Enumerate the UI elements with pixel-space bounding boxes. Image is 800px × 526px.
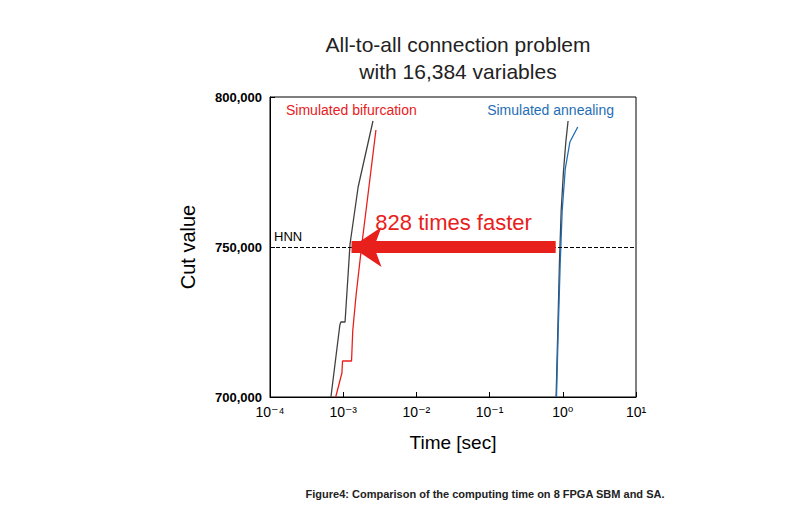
svg-text:750,000: 750,000 — [215, 240, 262, 255]
svg-text:HNN: HNN — [274, 229, 302, 244]
svg-text:800,000: 800,000 — [215, 90, 262, 105]
svg-text:10¹: 10¹ — [626, 404, 647, 420]
svg-text:10⁻¹: 10⁻¹ — [476, 404, 504, 420]
svg-text:10⁻³: 10⁻³ — [329, 404, 357, 420]
svg-text:All-to-all connection problem: All-to-all connection problem — [326, 33, 591, 56]
svg-text:10⁰: 10⁰ — [552, 404, 574, 420]
svg-text:700,000: 700,000 — [215, 390, 262, 405]
svg-text:Figure4: Comparison of the com: Figure4: Comparison of the computing tim… — [306, 488, 665, 500]
svg-text:10⁻²: 10⁻² — [403, 404, 431, 420]
svg-text:Time [sec]: Time [sec] — [410, 432, 497, 453]
svg-text:with 16,384 variables: with 16,384 variables — [358, 60, 556, 83]
svg-text:Simulated annealing: Simulated annealing — [487, 102, 614, 118]
svg-text:828 times faster: 828 times faster — [375, 210, 532, 235]
svg-text:Cut value: Cut value — [177, 205, 199, 290]
svg-text:10⁻⁴: 10⁻⁴ — [256, 404, 285, 420]
svg-text:Simulated bifurcation: Simulated bifurcation — [286, 102, 417, 118]
